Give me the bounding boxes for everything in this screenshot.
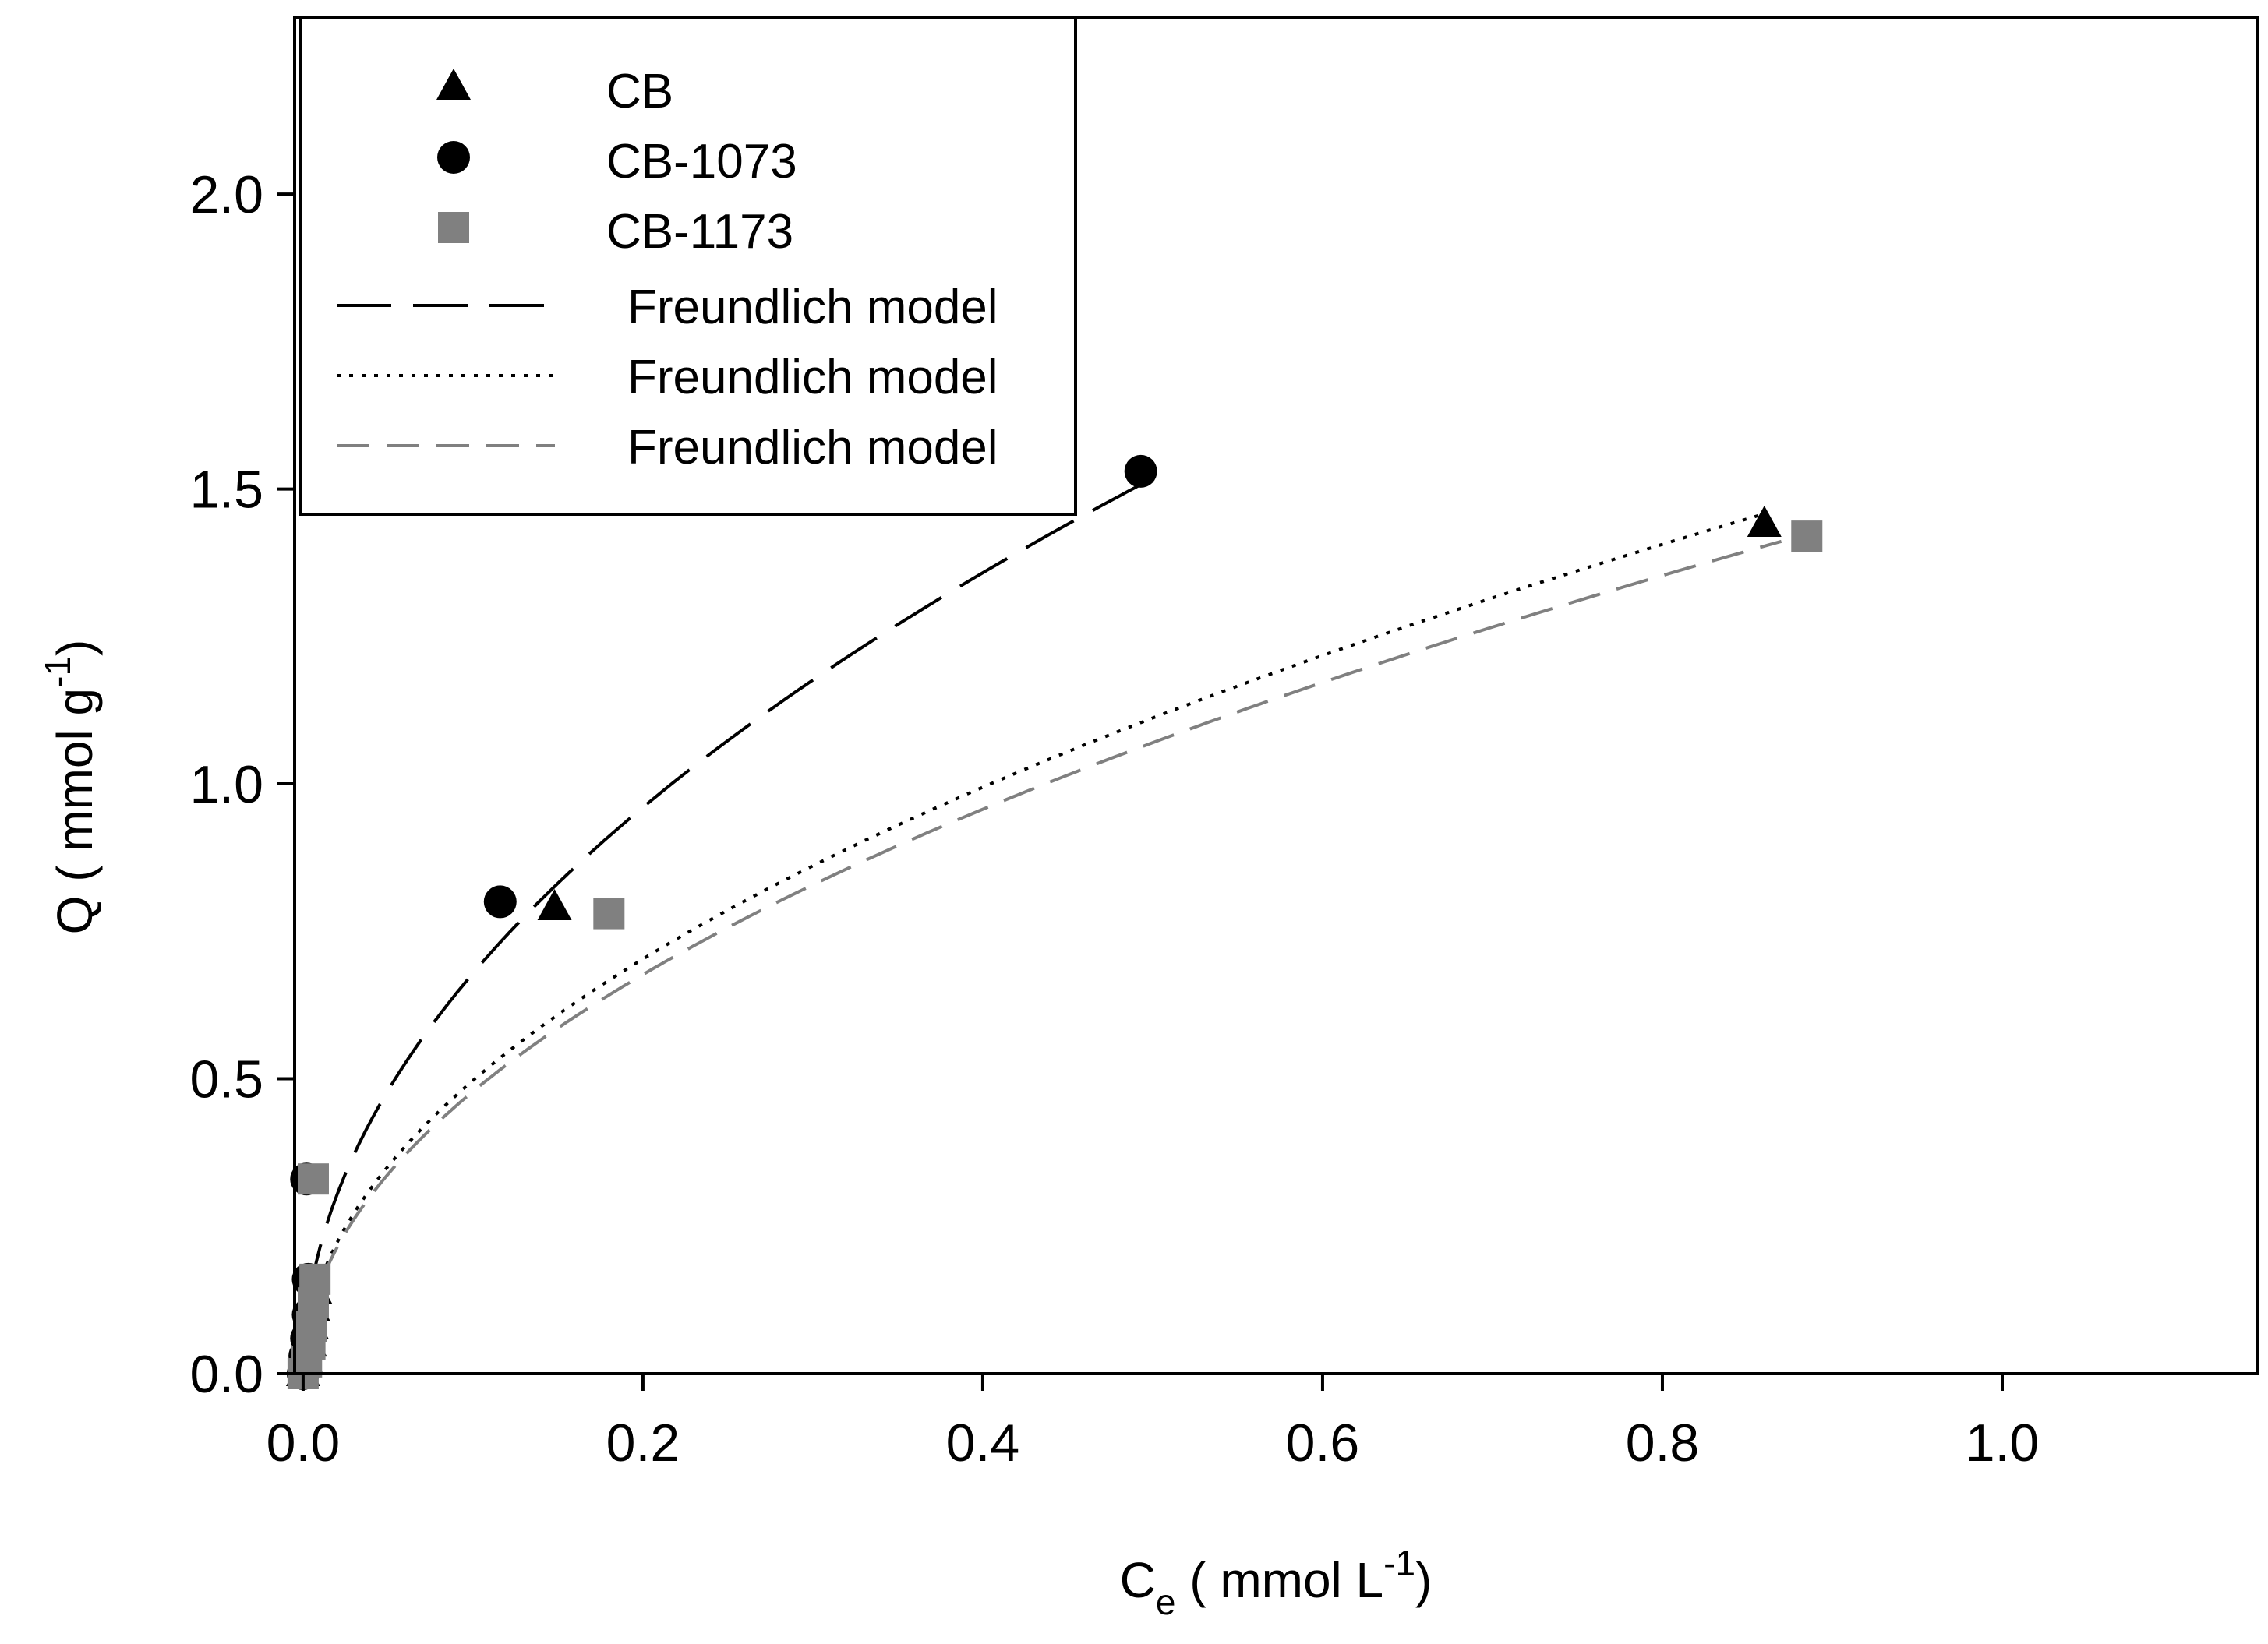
y-tick-label: 2.0: [189, 165, 263, 224]
y-tick-label: 1.0: [189, 755, 263, 814]
fit-curves: [301, 483, 1782, 1374]
data-point-cb-1173: [593, 898, 625, 930]
data-point-cb: [1747, 505, 1782, 537]
x-axis-title-close: ): [1415, 1552, 1432, 1608]
legend-label: CB: [606, 65, 673, 118]
x-tick-label: 1.0: [1966, 1413, 2040, 1473]
x-tick-label: 0.4: [946, 1413, 1020, 1473]
legend-marker-square: [438, 212, 469, 243]
x-axis-title-unit: ( mmol L: [1175, 1552, 1383, 1608]
data-point-cb-1173: [1791, 520, 1823, 552]
y-tick-label: 1.5: [189, 460, 263, 520]
y-axis-ticks: 0.0 0.5 1.0 1.5 2.0: [189, 165, 295, 1404]
data-point-cb-1073: [1124, 454, 1157, 488]
x-tick-label: 0.6: [1286, 1413, 1360, 1473]
legend-label: Freundlich model: [627, 351, 998, 404]
data-point-cb-1073: [483, 885, 517, 919]
x-tick-label: 0.8: [1626, 1413, 1700, 1473]
legend-label: CB-1173: [606, 205, 793, 259]
legend: CB CB-1073 CB-1173 Freundlich model Freundli…: [299, 16, 1077, 516]
legend-marker-circle: [437, 141, 470, 174]
y-axis-title-superscript: -1: [37, 656, 78, 688]
legend-label: CB-1073: [606, 135, 797, 189]
data-point-cb-1173: [297, 1163, 329, 1195]
x-axis-title-subscript: e: [1156, 1582, 1176, 1622]
legend-box: [299, 16, 1077, 516]
legend-label: Freundlich model: [627, 421, 998, 475]
y-tick-label: 0.0: [189, 1345, 263, 1404]
legend-marker-triangle: [436, 69, 471, 100]
y-axis-title: Q ( mmol g-1): [37, 640, 103, 935]
x-axis-title-superscript: -1: [1383, 1543, 1415, 1583]
x-tick-label: 0.0: [267, 1413, 341, 1473]
x-axis-title: Ce ( mmol L-1): [1120, 1543, 1433, 1622]
y-axis-title-close: ): [47, 640, 103, 656]
plot-frame: [293, 16, 2259, 1375]
x-tick-label: 0.2: [606, 1413, 680, 1473]
fit-curve-2: [301, 512, 1765, 1374]
x-axis-ticks: 0.0 0.2 0.4 0.6 0.8 1.0: [267, 1374, 2040, 1473]
y-axis-title-main: Q ( mmol g: [47, 688, 103, 934]
fit-curve-1: [301, 483, 1142, 1374]
legend-entries: CB CB-1073 CB-1173 Freundlich model Freundli…: [337, 65, 998, 475]
x-axis-title-main: C: [1120, 1552, 1156, 1608]
legend-label: Freundlich model: [627, 280, 998, 334]
data-point-cb: [537, 889, 572, 921]
data-point-cb-1173: [299, 1263, 331, 1295]
data-markers: [285, 454, 1823, 1390]
fit-curve-3: [301, 539, 1782, 1374]
y-tick-label: 0.5: [189, 1050, 263, 1110]
